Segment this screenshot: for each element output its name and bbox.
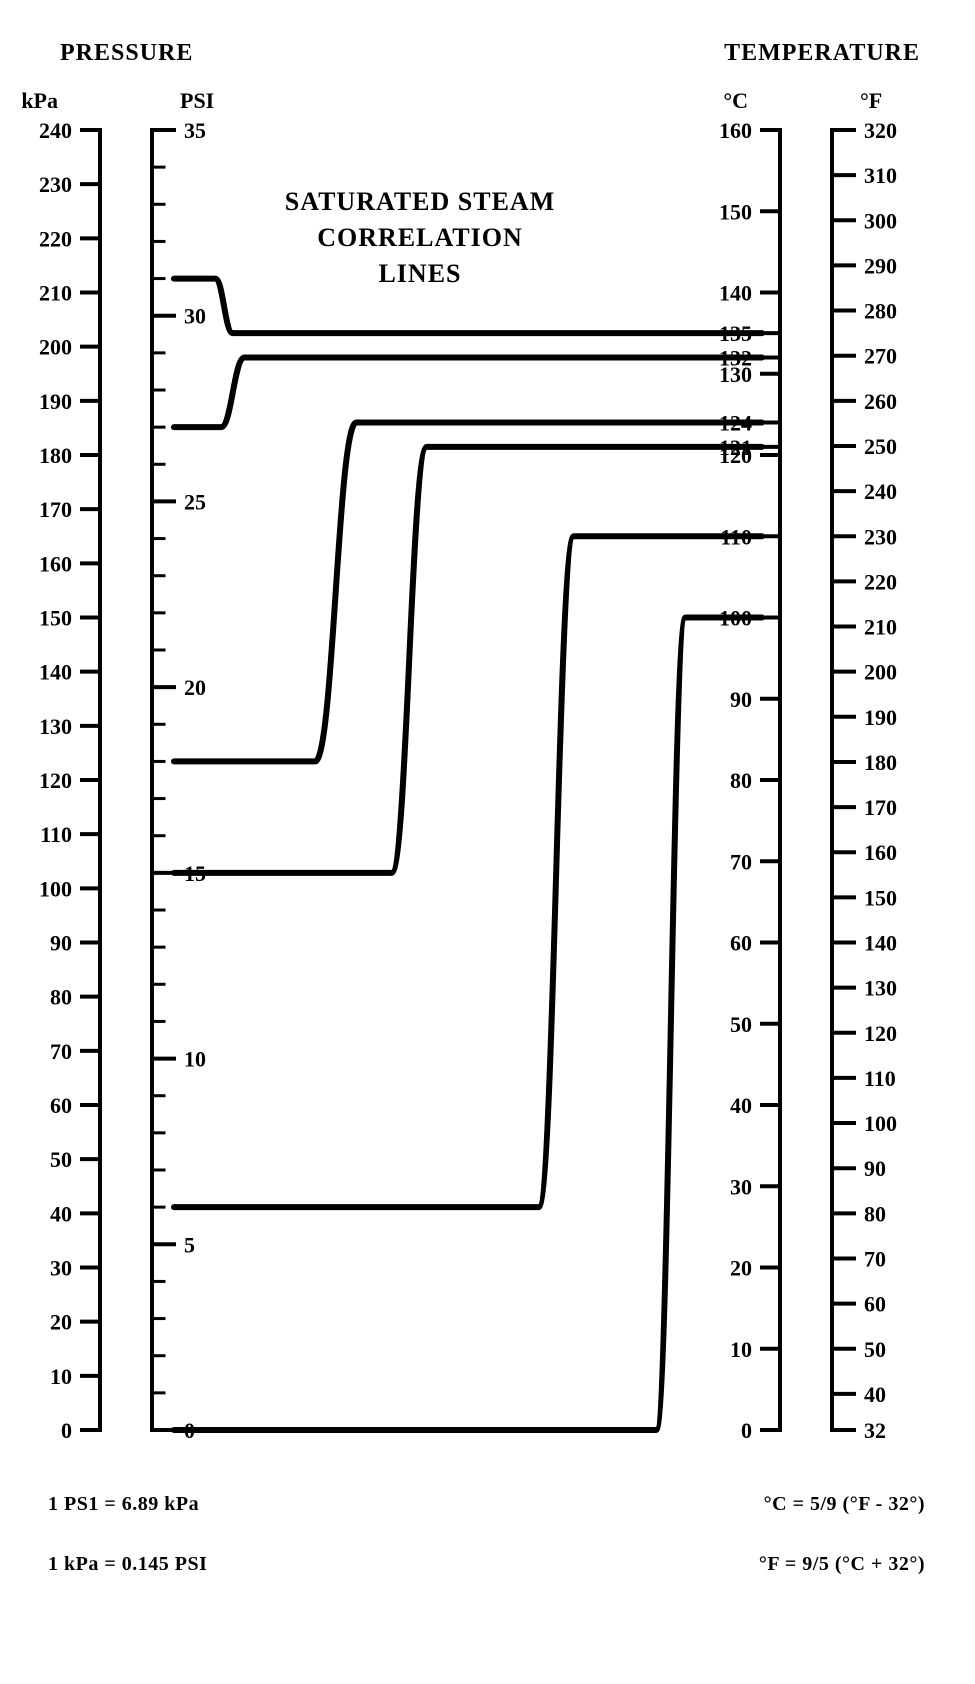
axis-f-label: 170 (864, 795, 897, 820)
axis-kpa-label: 90 (50, 931, 72, 956)
axis-f-label: 250 (864, 434, 897, 459)
footnote-left: 1 PS1 = 6.89 kPa (48, 1493, 199, 1515)
axis-kpa-label: 230 (39, 172, 72, 197)
unit-kpa: kPa (21, 88, 58, 113)
chart-title-line: SATURATED STEAM (285, 187, 555, 216)
correlation-curve-4 (174, 358, 762, 428)
axis-kpa-label: 140 (39, 660, 72, 685)
header-temperature: TEMPERATURE (724, 40, 920, 66)
footnote-right: °F = 9/5 (°C + 32°) (759, 1553, 925, 1575)
axis-kpa-label: 0 (61, 1418, 72, 1443)
axis-psi-label: 10 (184, 1047, 206, 1072)
axis-psi-label: 20 (184, 675, 206, 700)
axis-kpa-label: 30 (50, 1256, 72, 1281)
axis-kpa-label: 190 (39, 389, 72, 414)
axis-c-label: 160 (719, 118, 752, 143)
axis-c: 0102030405060708090100110120130140150160… (719, 118, 780, 1443)
axis-psi-label: 30 (184, 304, 206, 329)
axis-psi: 05101520253035 (152, 118, 206, 1443)
axis-f-label: 32 (864, 1418, 886, 1443)
axis-kpa-label: 50 (50, 1147, 72, 1172)
unit-f: °F (860, 88, 882, 113)
axis-psi-label: 35 (184, 118, 206, 143)
axis-kpa-label: 130 (39, 714, 72, 739)
unit-c: °C (723, 88, 748, 113)
axis-psi-label: 5 (184, 1232, 195, 1257)
axis-kpa-label: 210 (39, 281, 72, 306)
footnote-left: 1 kPa = 0.145 PSI (48, 1553, 207, 1575)
axis-f-label: 40 (864, 1382, 886, 1407)
axis-kpa-label: 120 (39, 768, 72, 793)
correlation-curve-3 (174, 423, 762, 762)
axis-f-label: 130 (864, 976, 897, 1001)
axis-f-label: 260 (864, 389, 897, 414)
axis-f-label: 80 (864, 1201, 886, 1226)
axis-kpa-label: 240 (39, 118, 72, 143)
axis-c-label: 60 (730, 931, 752, 956)
axis-f-label: 120 (864, 1021, 897, 1046)
axis-c-label: 140 (719, 281, 752, 306)
axis-kpa-label: 20 (50, 1310, 72, 1335)
axis-kpa-label: 200 (39, 335, 72, 360)
axis-f-label: 140 (864, 931, 897, 956)
axis-kpa-label: 170 (39, 497, 72, 522)
axis-c-label: 50 (730, 1012, 752, 1037)
axis-c-label: 0 (741, 1418, 752, 1443)
axis-c-label: 40 (730, 1093, 752, 1118)
axis-c-label: 90 (730, 687, 752, 712)
chart-title-line: LINES (378, 259, 461, 288)
footnote-right: °C = 5/9 (°F - 32°) (764, 1493, 925, 1515)
axis-f-label: 240 (864, 479, 897, 504)
axis-kpa-label: 220 (39, 226, 72, 251)
axis-f-label: 210 (864, 615, 897, 640)
axis-kpa-label: 160 (39, 551, 72, 576)
axis-f-label: 160 (864, 840, 897, 865)
axis-f-label: 50 (864, 1337, 886, 1362)
axis-psi-label: 25 (184, 489, 206, 514)
axis-kpa-label: 150 (39, 606, 72, 631)
correlation-curve-0 (174, 618, 762, 1431)
axis-c-label: 10 (730, 1337, 752, 1362)
axis-kpa-label: 100 (39, 876, 72, 901)
axis-kpa-label: 10 (50, 1364, 72, 1389)
axis-f-label: 70 (864, 1246, 886, 1271)
axis-f-label: 300 (864, 208, 897, 233)
correlation-curve-5 (174, 279, 762, 334)
axis-f-label: 180 (864, 750, 897, 775)
axis-c-label: 150 (719, 199, 752, 224)
steam-correlation-chart: PRESSURE TEMPERATURE kPa PSI °C °F 0 10 20 30 40… (0, 0, 975, 1684)
axis-f-label: 90 (864, 1156, 886, 1181)
header-pressure: PRESSURE (60, 40, 193, 66)
axis-f-label: 100 (864, 1111, 897, 1136)
axis-f-label: 190 (864, 705, 897, 730)
axis-kpa-label: 60 (50, 1093, 72, 1118)
axis-kpa-label: 180 (39, 443, 72, 468)
axis-kpa-label: 110 (40, 822, 72, 847)
axis-f-label: 150 (864, 885, 897, 910)
axis-f-label: 110 (864, 1066, 896, 1091)
axis-kpa-label: 80 (50, 985, 72, 1010)
axis-kpa: 0 10 20 30 40 50 60 70 80 90 100 110 120 130 140 150 160… (39, 118, 100, 1443)
axis-f-label: 200 (864, 660, 897, 685)
axis-f-label: 60 (864, 1292, 886, 1317)
axis-c-label: 30 (730, 1174, 752, 1199)
axis-f: 32 40 50 60 70 80 90 100 110 120 130 140 150 160 170 18… (832, 118, 897, 1443)
axis-c-label: 20 (730, 1256, 752, 1281)
axis-kpa-label: 70 (50, 1039, 72, 1064)
axis-f-label: 230 (864, 524, 897, 549)
axis-f-label: 290 (864, 253, 897, 278)
unit-psi: PSI (180, 88, 214, 113)
axis-f-label: 270 (864, 344, 897, 369)
axis-c-label: 80 (730, 768, 752, 793)
axis-f-label: 320 (864, 118, 897, 143)
chart-title-line: CORRELATION (317, 223, 523, 252)
axis-c-label: 70 (730, 849, 752, 874)
axis-f-label: 220 (864, 569, 897, 594)
axis-f-label: 310 (864, 163, 897, 188)
axis-f-label: 280 (864, 299, 897, 324)
axis-kpa-label: 40 (50, 1201, 72, 1226)
